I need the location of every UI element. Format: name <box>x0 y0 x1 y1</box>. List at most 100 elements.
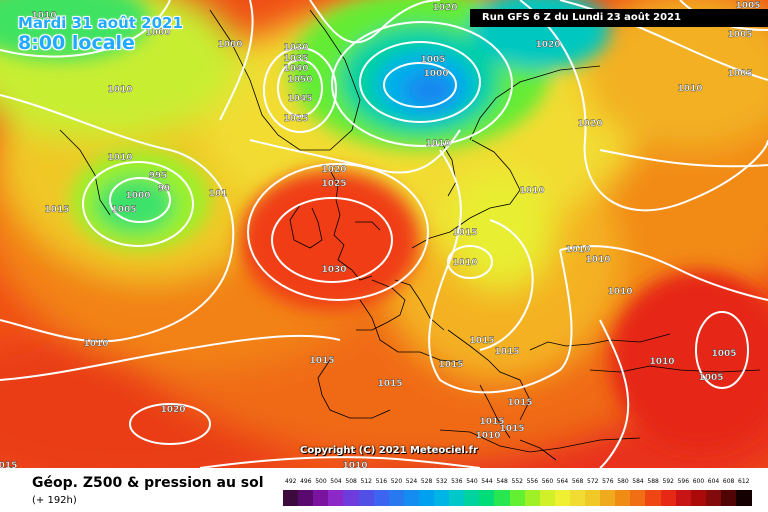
legend-tick: 604 <box>707 478 720 485</box>
legend-swatch <box>569 490 586 506</box>
coastline-segment <box>329 169 373 281</box>
isobar <box>129 403 211 445</box>
pressure-label: 1000 <box>125 191 150 201</box>
pressure-label: 1045 <box>287 94 312 104</box>
isobar <box>0 94 235 343</box>
isobar <box>309 0 441 44</box>
pressure-label: 1015 <box>507 398 532 408</box>
coastline-segment <box>394 279 445 331</box>
pressure-label: 1005 <box>698 373 723 383</box>
isobar <box>82 161 194 247</box>
local-time: 8:00 locale <box>18 32 135 54</box>
legend-swatch <box>690 490 707 506</box>
legend-swatch <box>358 490 375 506</box>
pressure-label: 1005 <box>727 69 752 79</box>
pressure-label: 1020 <box>160 405 185 415</box>
legend-tick: 596 <box>677 478 690 485</box>
legend-swatch <box>343 490 359 506</box>
isobar <box>695 311 749 389</box>
weather-map: 1010 1000 1020 1005 1020 1005 1000 1010 1005 1030… <box>0 0 768 468</box>
isobar <box>0 0 171 58</box>
legend-tick: 544 <box>481 478 493 485</box>
coastline-segment <box>289 204 323 249</box>
forecast-hours: (+ 192h) <box>32 495 77 506</box>
legend-tick: 516 <box>375 478 388 485</box>
isobar <box>599 319 630 468</box>
pressure-label: 1010 <box>425 139 450 149</box>
legend-tick: 500 <box>315 478 327 485</box>
isobar <box>519 0 768 212</box>
footer: Géop. Z500 & pression au sol (+ 192h) 49… <box>0 468 768 512</box>
legend-swatch <box>298 490 314 506</box>
legend-swatch <box>418 490 435 506</box>
pressure-label: 1015 <box>309 356 334 366</box>
valid-date: Mardi 31 août 2021 <box>18 14 183 32</box>
legend-tick: 576 <box>602 478 614 485</box>
legend-swatch <box>720 490 737 506</box>
legend-tick: 588 <box>647 478 659 485</box>
legend-swatch <box>388 490 405 506</box>
legend-tick: 564 <box>556 478 569 485</box>
isobars <box>0 0 768 468</box>
pressure-label: 1010 <box>519 186 544 196</box>
legend-tick: 512 <box>360 478 372 485</box>
legend-swatch <box>615 490 631 506</box>
isobar <box>0 334 341 381</box>
legend-tick: 612 <box>738 478 750 485</box>
legend-tick: 508 <box>345 478 357 485</box>
pressure-label: 1010 <box>107 153 132 163</box>
legend-tick: 600 <box>692 478 705 485</box>
legend-swatch <box>585 490 601 506</box>
coastline-segment <box>356 279 406 331</box>
map-title: Géop. Z500 & pression au sol <box>32 475 264 491</box>
legend-tick: 504 <box>330 478 342 485</box>
coastline-segment <box>59 129 111 216</box>
pressure-label: 1035 <box>283 54 308 64</box>
pressure-label: 1015 <box>438 360 463 370</box>
isobar <box>249 129 461 174</box>
isobar <box>447 245 493 279</box>
pressure-label: 1020 <box>577 119 602 129</box>
legend-swatch <box>313 490 329 506</box>
pressure-label: 1010 <box>107 85 132 95</box>
legend-swatch <box>554 490 571 506</box>
pressure-label: 015 <box>0 461 17 468</box>
legend-swatch <box>403 490 420 506</box>
legend-swatch <box>479 490 495 506</box>
isobar <box>359 41 481 123</box>
pressure-label: 1005 <box>111 205 136 215</box>
isobar <box>263 47 337 133</box>
coastline-segment <box>359 299 463 363</box>
legend-tick: 568 <box>571 478 584 485</box>
coastline-segment <box>355 221 381 231</box>
coastline-segment <box>589 365 761 373</box>
pressure-label: 1020 <box>535 40 560 50</box>
isobar <box>247 163 429 301</box>
pressure-label: 1000 <box>145 28 170 38</box>
isobar <box>479 219 534 351</box>
pressure-label: 1015 <box>499 424 524 434</box>
pressure-label: 1025 <box>321 179 346 189</box>
coastline-segment <box>447 329 531 421</box>
legend-tick: 536 <box>451 478 463 485</box>
pressure-label: 1030 <box>283 43 308 53</box>
legend-swatch <box>283 490 299 506</box>
isobar <box>599 149 768 168</box>
coastline-segment <box>519 439 557 461</box>
legend-swatch <box>494 490 510 506</box>
legend-swatch <box>675 490 692 506</box>
pressure-label: 1005 <box>420 55 445 65</box>
pressure-label: 1010 <box>565 245 590 255</box>
legend-tick: 524 <box>405 478 418 485</box>
pressure-label: 1015 <box>479 417 504 427</box>
legend-tick: 496 <box>300 478 312 485</box>
pressure-label: 101 <box>209 189 228 199</box>
legend-tick: 572 <box>587 478 599 485</box>
legend-tick: 556 <box>526 478 539 485</box>
legend-tick: 608 <box>722 478 735 485</box>
pressure-label: 1010 <box>452 258 477 268</box>
pressure-label: 1010 <box>607 287 632 297</box>
pressure-label: 99 <box>158 184 171 194</box>
isobar <box>219 0 254 121</box>
color-legend: 492 496 500 504 508 512 516 520 524 528 532 536 540 5… <box>283 478 752 508</box>
